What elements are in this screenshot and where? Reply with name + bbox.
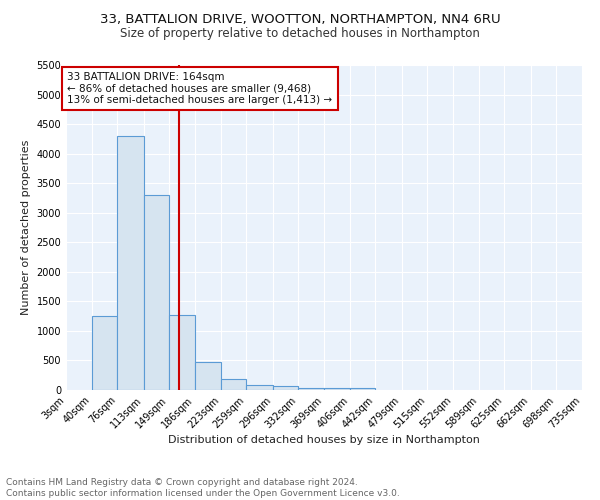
- Bar: [272, 386, 298, 390]
- Bar: [118, 136, 143, 390]
- Bar: [169, 315, 195, 390]
- Bar: [195, 362, 221, 390]
- Bar: [221, 379, 247, 390]
- Bar: [350, 388, 376, 390]
- Text: 33, BATTALION DRIVE, WOOTTON, NORTHAMPTON, NN4 6RU: 33, BATTALION DRIVE, WOOTTON, NORTHAMPTO…: [100, 12, 500, 26]
- Bar: [143, 195, 169, 390]
- Y-axis label: Number of detached properties: Number of detached properties: [21, 140, 31, 315]
- Bar: [92, 316, 118, 390]
- Text: Contains HM Land Registry data © Crown copyright and database right 2024.
Contai: Contains HM Land Registry data © Crown c…: [6, 478, 400, 498]
- Bar: [247, 384, 272, 390]
- Bar: [298, 388, 324, 390]
- Text: Size of property relative to detached houses in Northampton: Size of property relative to detached ho…: [120, 28, 480, 40]
- Text: 33 BATTALION DRIVE: 164sqm
← 86% of detached houses are smaller (9,468)
13% of s: 33 BATTALION DRIVE: 164sqm ← 86% of deta…: [67, 72, 332, 106]
- Bar: [324, 388, 350, 390]
- X-axis label: Distribution of detached houses by size in Northampton: Distribution of detached houses by size …: [168, 436, 480, 446]
